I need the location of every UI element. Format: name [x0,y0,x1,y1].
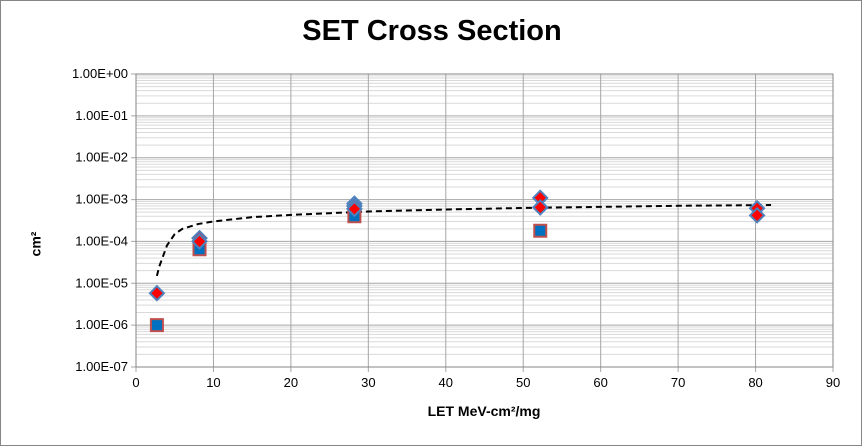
y-tick-label: 1.00E-07 [75,359,128,374]
y-tick-label: 1.00E-05 [75,275,128,290]
x-tick-label: 10 [206,375,220,390]
y-tick-label: 1.00E+00 [72,66,128,81]
x-tick-label: 50 [516,375,530,390]
x-axis-label: LET MeV-cm²/mg [427,403,541,419]
x-tick-label: 90 [826,375,840,390]
y-tick-label: 1.00E-03 [75,192,128,207]
square-marker [533,223,548,238]
diamond-marker [191,233,208,250]
y-tick-label: 1.00E-01 [75,108,128,123]
trendline [155,204,772,277]
diamond-marker [345,200,363,218]
x-tick-label: 30 [361,375,375,390]
y-tick-label: 1.00E-06 [75,317,128,332]
square-marker [149,318,164,333]
y-tick-label: 1.00E-02 [75,150,128,165]
x-tick-label: 70 [671,375,685,390]
diamond-marker [531,198,549,216]
x-tick-label: 80 [748,375,762,390]
plot-border [135,73,834,368]
diamond-marker [748,206,766,224]
x-tick-label: 60 [593,375,607,390]
x-tick-label: 0 [132,375,139,390]
x-tick-label: 40 [439,375,453,390]
chart-title: SET Cross Section [302,15,562,47]
y-tick-label: 1.00E-04 [75,233,128,248]
x-tick-label: 20 [284,375,298,390]
diamond-marker [148,284,166,302]
